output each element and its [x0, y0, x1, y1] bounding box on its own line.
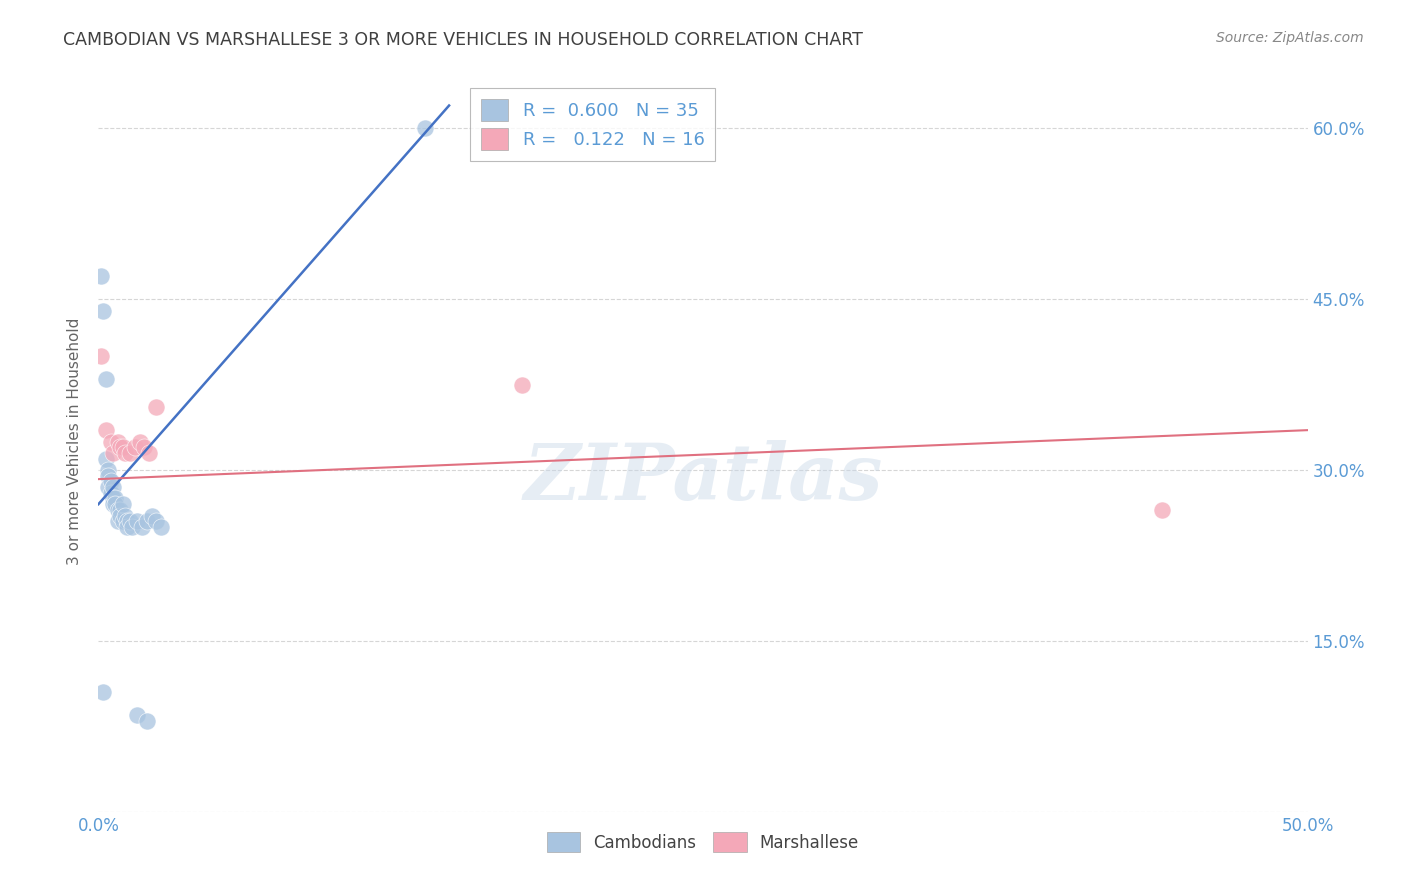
- Point: [101, 446, 124, 460]
- Point: [97, 463, 120, 477]
- Text: CAMBODIAN VS MARSHALLESE 3 OR MORE VEHICLES IN HOUSEHOLD CORRELATION CHART: CAMBODIAN VS MARSHALLESE 3 OR MORE VEHIC…: [63, 31, 863, 49]
- Point: [118, 446, 141, 460]
- Point: [97, 480, 120, 494]
- Point: [91, 303, 114, 318]
- Point: [118, 514, 141, 528]
- Point: [131, 520, 153, 534]
- Point: [111, 440, 134, 454]
- Point: [111, 514, 134, 528]
- Point: [100, 475, 122, 489]
- Point: [117, 514, 139, 528]
- Point: [101, 491, 124, 506]
- Point: [107, 503, 129, 517]
- Point: [100, 485, 122, 500]
- Point: [107, 434, 129, 449]
- Point: [107, 514, 129, 528]
- Point: [141, 508, 163, 523]
- Point: [121, 520, 143, 534]
- Point: [150, 520, 173, 534]
- Text: Source: ZipAtlas.com: Source: ZipAtlas.com: [1216, 31, 1364, 45]
- Point: [114, 446, 136, 460]
- Point: [108, 503, 131, 517]
- Point: [128, 434, 150, 449]
- Point: [145, 401, 167, 415]
- Point: [108, 508, 131, 523]
- Point: [90, 349, 112, 363]
- Point: [111, 497, 134, 511]
- Point: [97, 468, 120, 483]
- Point: [90, 269, 112, 284]
- Point: [94, 372, 117, 386]
- Point: [101, 480, 124, 494]
- Point: [101, 497, 124, 511]
- Legend: Cambodians, Marshallese: Cambodians, Marshallese: [540, 825, 866, 859]
- Point: [1152, 503, 1174, 517]
- Point: [108, 440, 131, 454]
- Point: [104, 491, 127, 506]
- Point: [127, 707, 149, 722]
- Point: [127, 514, 149, 528]
- Point: [124, 440, 146, 454]
- Point: [117, 520, 139, 534]
- Point: [134, 440, 156, 454]
- Point: [91, 685, 114, 699]
- Y-axis label: 3 or more Vehicles in Household: 3 or more Vehicles in Household: [67, 318, 83, 566]
- Point: [138, 446, 160, 460]
- Point: [94, 423, 117, 437]
- Point: [100, 434, 122, 449]
- Point: [145, 514, 167, 528]
- Point: [135, 514, 157, 528]
- Text: ZIPatlas: ZIPatlas: [523, 441, 883, 516]
- Point: [114, 508, 136, 523]
- Point: [510, 377, 533, 392]
- Point: [94, 451, 117, 466]
- Point: [104, 497, 127, 511]
- Point: [135, 714, 157, 728]
- Point: [413, 121, 436, 136]
